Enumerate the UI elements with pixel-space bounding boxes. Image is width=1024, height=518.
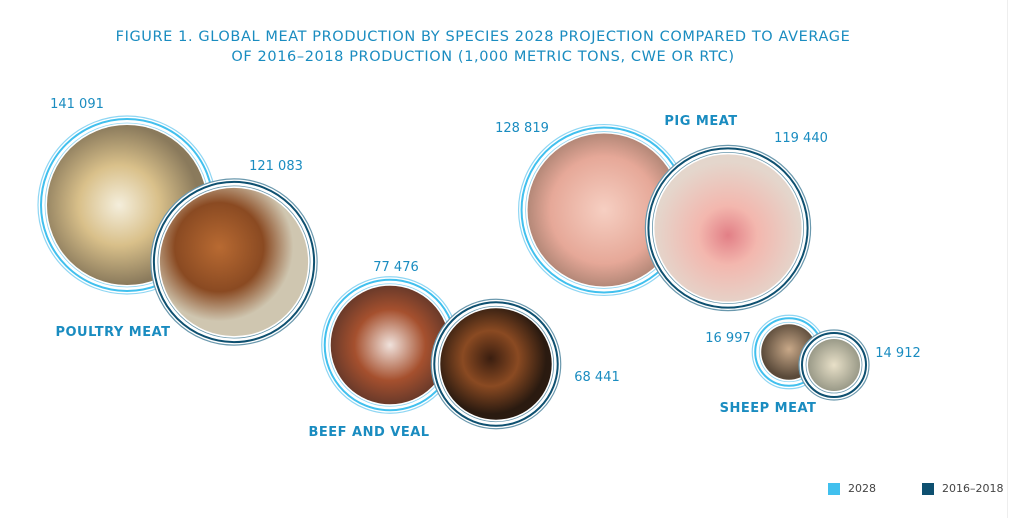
category-label-sheep-meat: SHEEP MEAT xyxy=(720,401,817,416)
legend-item-2016-2018: 2016–2018 xyxy=(922,482,1004,495)
bubble-ring xyxy=(800,331,868,399)
legend-label-2016-2018: 2016–2018 xyxy=(942,482,1004,495)
bubble-sheep-meat-2016-2018 xyxy=(798,329,870,401)
bubble-ring xyxy=(152,180,316,344)
bubble-ring xyxy=(647,147,809,309)
bubble-inner-ring xyxy=(651,151,805,305)
bubble-poultry-meat-2016-2018 xyxy=(150,178,318,346)
bubble-beef-and-veal-2016-2018 xyxy=(430,298,562,430)
sheep-photo xyxy=(807,338,861,392)
category-label-pig-meat: PIG MEAT xyxy=(664,114,737,129)
bubble-beef-and-veal-2028 xyxy=(321,276,459,414)
beef-photo xyxy=(330,285,450,405)
category-label-poultry-meat: POULTRY MEAT xyxy=(55,325,170,340)
title-line-2: OF 2016–2018 PRODUCTION (1,000 METRIC TO… xyxy=(231,49,735,65)
page-edge-divider xyxy=(1007,0,1008,518)
bubble-pig-meat-2016-2018 xyxy=(644,144,812,312)
value-label-sheep-meat-2028: 16 997 xyxy=(705,331,751,346)
value-label-beef-and-veal-2016-2018: 68 441 xyxy=(574,370,620,385)
title-line-1: FIGURE 1. GLOBAL MEAT PRODUCTION BY SPEC… xyxy=(115,29,851,45)
pig-photo xyxy=(527,133,681,287)
category-label-beef-and-veal: BEEF AND VEAL xyxy=(308,425,429,440)
chart-title: FIGURE 1. GLOBAL MEAT PRODUCTION BY SPEC… xyxy=(0,27,966,67)
value-label-pig-meat-2016-2018: 119 440 xyxy=(774,131,828,146)
bubble-inner-ring xyxy=(437,305,555,423)
value-label-poultry-meat-2016-2018: 121 083 xyxy=(249,159,303,174)
bubble-inner-ring xyxy=(157,185,311,339)
value-label-pig-meat-2028: 128 819 xyxy=(495,121,549,136)
bubble-ring xyxy=(433,301,559,427)
value-label-sheep-meat-2016-2018: 14 912 xyxy=(875,346,921,361)
legend-swatch-2028 xyxy=(828,482,840,495)
bubble-pig-meat-2028 xyxy=(517,123,691,297)
legend-label-2028: 2028 xyxy=(848,482,876,495)
bubble-inner-ring xyxy=(805,336,863,394)
poultry-photo xyxy=(159,187,309,337)
value-label-beef-and-veal-2028: 77 476 xyxy=(373,260,419,275)
value-label-poultry-meat-2028: 141 091 xyxy=(50,97,104,112)
beef-photo xyxy=(440,308,552,420)
pig-photo xyxy=(654,154,802,302)
legend-item-2028: 2028 xyxy=(828,482,876,495)
legend-swatch-2016-2018 xyxy=(922,482,934,495)
